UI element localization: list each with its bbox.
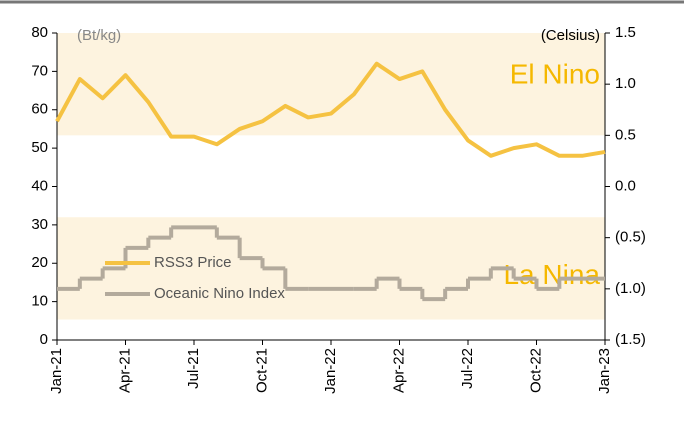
- y2-tick-label: 0.5: [615, 126, 636, 143]
- y2-tick-label: 1.5: [615, 24, 636, 41]
- y-tick-label: 70: [31, 62, 48, 79]
- band: [57, 33, 605, 136]
- price-line: [55, 61, 606, 158]
- y2-tick-label: (1.5): [615, 331, 646, 348]
- y-axis-label: (Bt/kg): [77, 27, 121, 44]
- y-tick-label: 80: [31, 24, 48, 41]
- y-tick-label: 30: [31, 216, 48, 233]
- y-tick-label: 50: [31, 139, 48, 156]
- legend-label: Oceanic Nino Index: [154, 285, 285, 302]
- y2-tick-label: 0.0: [615, 177, 636, 194]
- x-tick-label: Oct-21: [253, 348, 270, 393]
- x-tick-label: Apr-22: [390, 348, 407, 393]
- y2-tick-label: (0.5): [615, 229, 646, 246]
- x-tick-label: Jul-22: [459, 348, 476, 389]
- y-tick-label: 60: [31, 101, 48, 118]
- x-tick-label: Oct-22: [527, 348, 544, 393]
- y-tick-label: 0: [40, 331, 48, 348]
- band-label: La Nina: [503, 259, 600, 290]
- x-tick-label: Jul-21: [185, 348, 202, 389]
- x-tick-label: Jan-23: [596, 348, 613, 394]
- x-tick-label: Jan-21: [48, 348, 65, 394]
- legend-label: RSS3 Price: [154, 254, 232, 271]
- y-tick-label: 20: [31, 254, 48, 271]
- y2-tick-label: 1.0: [615, 75, 636, 92]
- x-tick-label: Apr-21: [116, 348, 133, 393]
- y2-tick-label: (1.0): [615, 280, 646, 297]
- y-tick-label: 40: [31, 177, 48, 194]
- y2-axis-label: (Celsius): [541, 27, 600, 44]
- x-tick-label: Jan-22: [322, 348, 339, 394]
- y-tick-label: 10: [31, 293, 48, 310]
- band-label: El Nino: [510, 58, 600, 89]
